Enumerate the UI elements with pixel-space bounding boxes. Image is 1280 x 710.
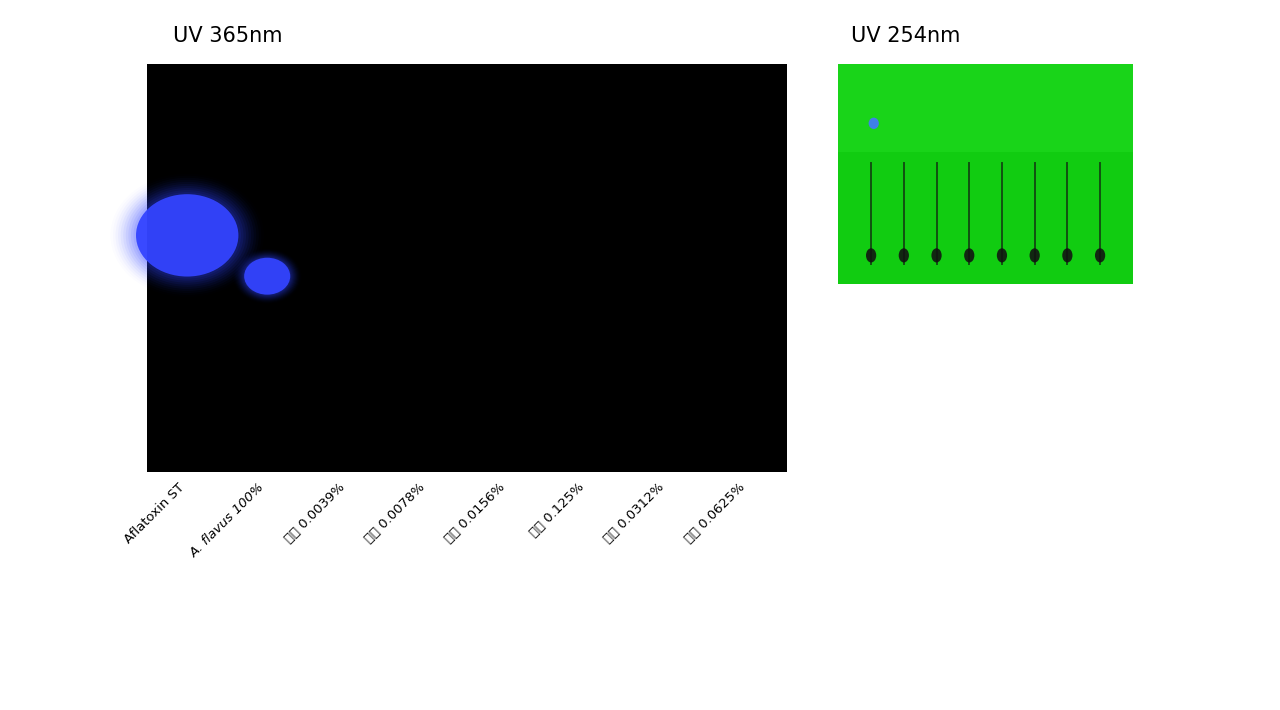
- Ellipse shape: [244, 258, 291, 295]
- Ellipse shape: [241, 255, 293, 297]
- Ellipse shape: [1029, 248, 1039, 263]
- Bar: [147, 64, 787, 472]
- Ellipse shape: [932, 248, 942, 263]
- Text: 종국 0.125%: 종국 0.125%: [527, 481, 588, 540]
- Ellipse shape: [997, 248, 1007, 263]
- Ellipse shape: [237, 252, 297, 300]
- Text: 종국 0.0078%: 종국 0.0078%: [362, 481, 428, 546]
- Ellipse shape: [120, 182, 253, 289]
- Ellipse shape: [128, 188, 246, 283]
- Text: Aflatoxin ST: Aflatoxin ST: [122, 481, 187, 546]
- Ellipse shape: [869, 118, 879, 129]
- Ellipse shape: [239, 254, 294, 298]
- Ellipse shape: [1062, 248, 1073, 263]
- Ellipse shape: [243, 257, 292, 295]
- Text: 종국 0.0625%: 종국 0.0625%: [682, 481, 748, 546]
- Ellipse shape: [131, 190, 243, 280]
- Ellipse shape: [133, 192, 241, 278]
- Ellipse shape: [123, 184, 251, 287]
- Ellipse shape: [964, 248, 974, 263]
- Ellipse shape: [899, 248, 909, 263]
- Text: A. flavus 100%: A. flavus 100%: [188, 481, 268, 560]
- Text: UV 365nm: UV 365nm: [173, 26, 283, 46]
- Ellipse shape: [867, 248, 877, 263]
- Ellipse shape: [1094, 248, 1105, 263]
- Ellipse shape: [136, 195, 238, 277]
- Ellipse shape: [125, 186, 248, 285]
- Bar: [838, 64, 1133, 284]
- Text: 종국 0.0156%: 종국 0.0156%: [442, 481, 507, 546]
- Ellipse shape: [238, 253, 296, 300]
- Bar: [838, 64, 1133, 152]
- Text: UV 254nm: UV 254nm: [851, 26, 960, 46]
- Ellipse shape: [242, 256, 293, 297]
- Text: 종국 0.0039%: 종국 0.0039%: [282, 481, 347, 546]
- Text: 종국 0.0312%: 종국 0.0312%: [602, 481, 667, 546]
